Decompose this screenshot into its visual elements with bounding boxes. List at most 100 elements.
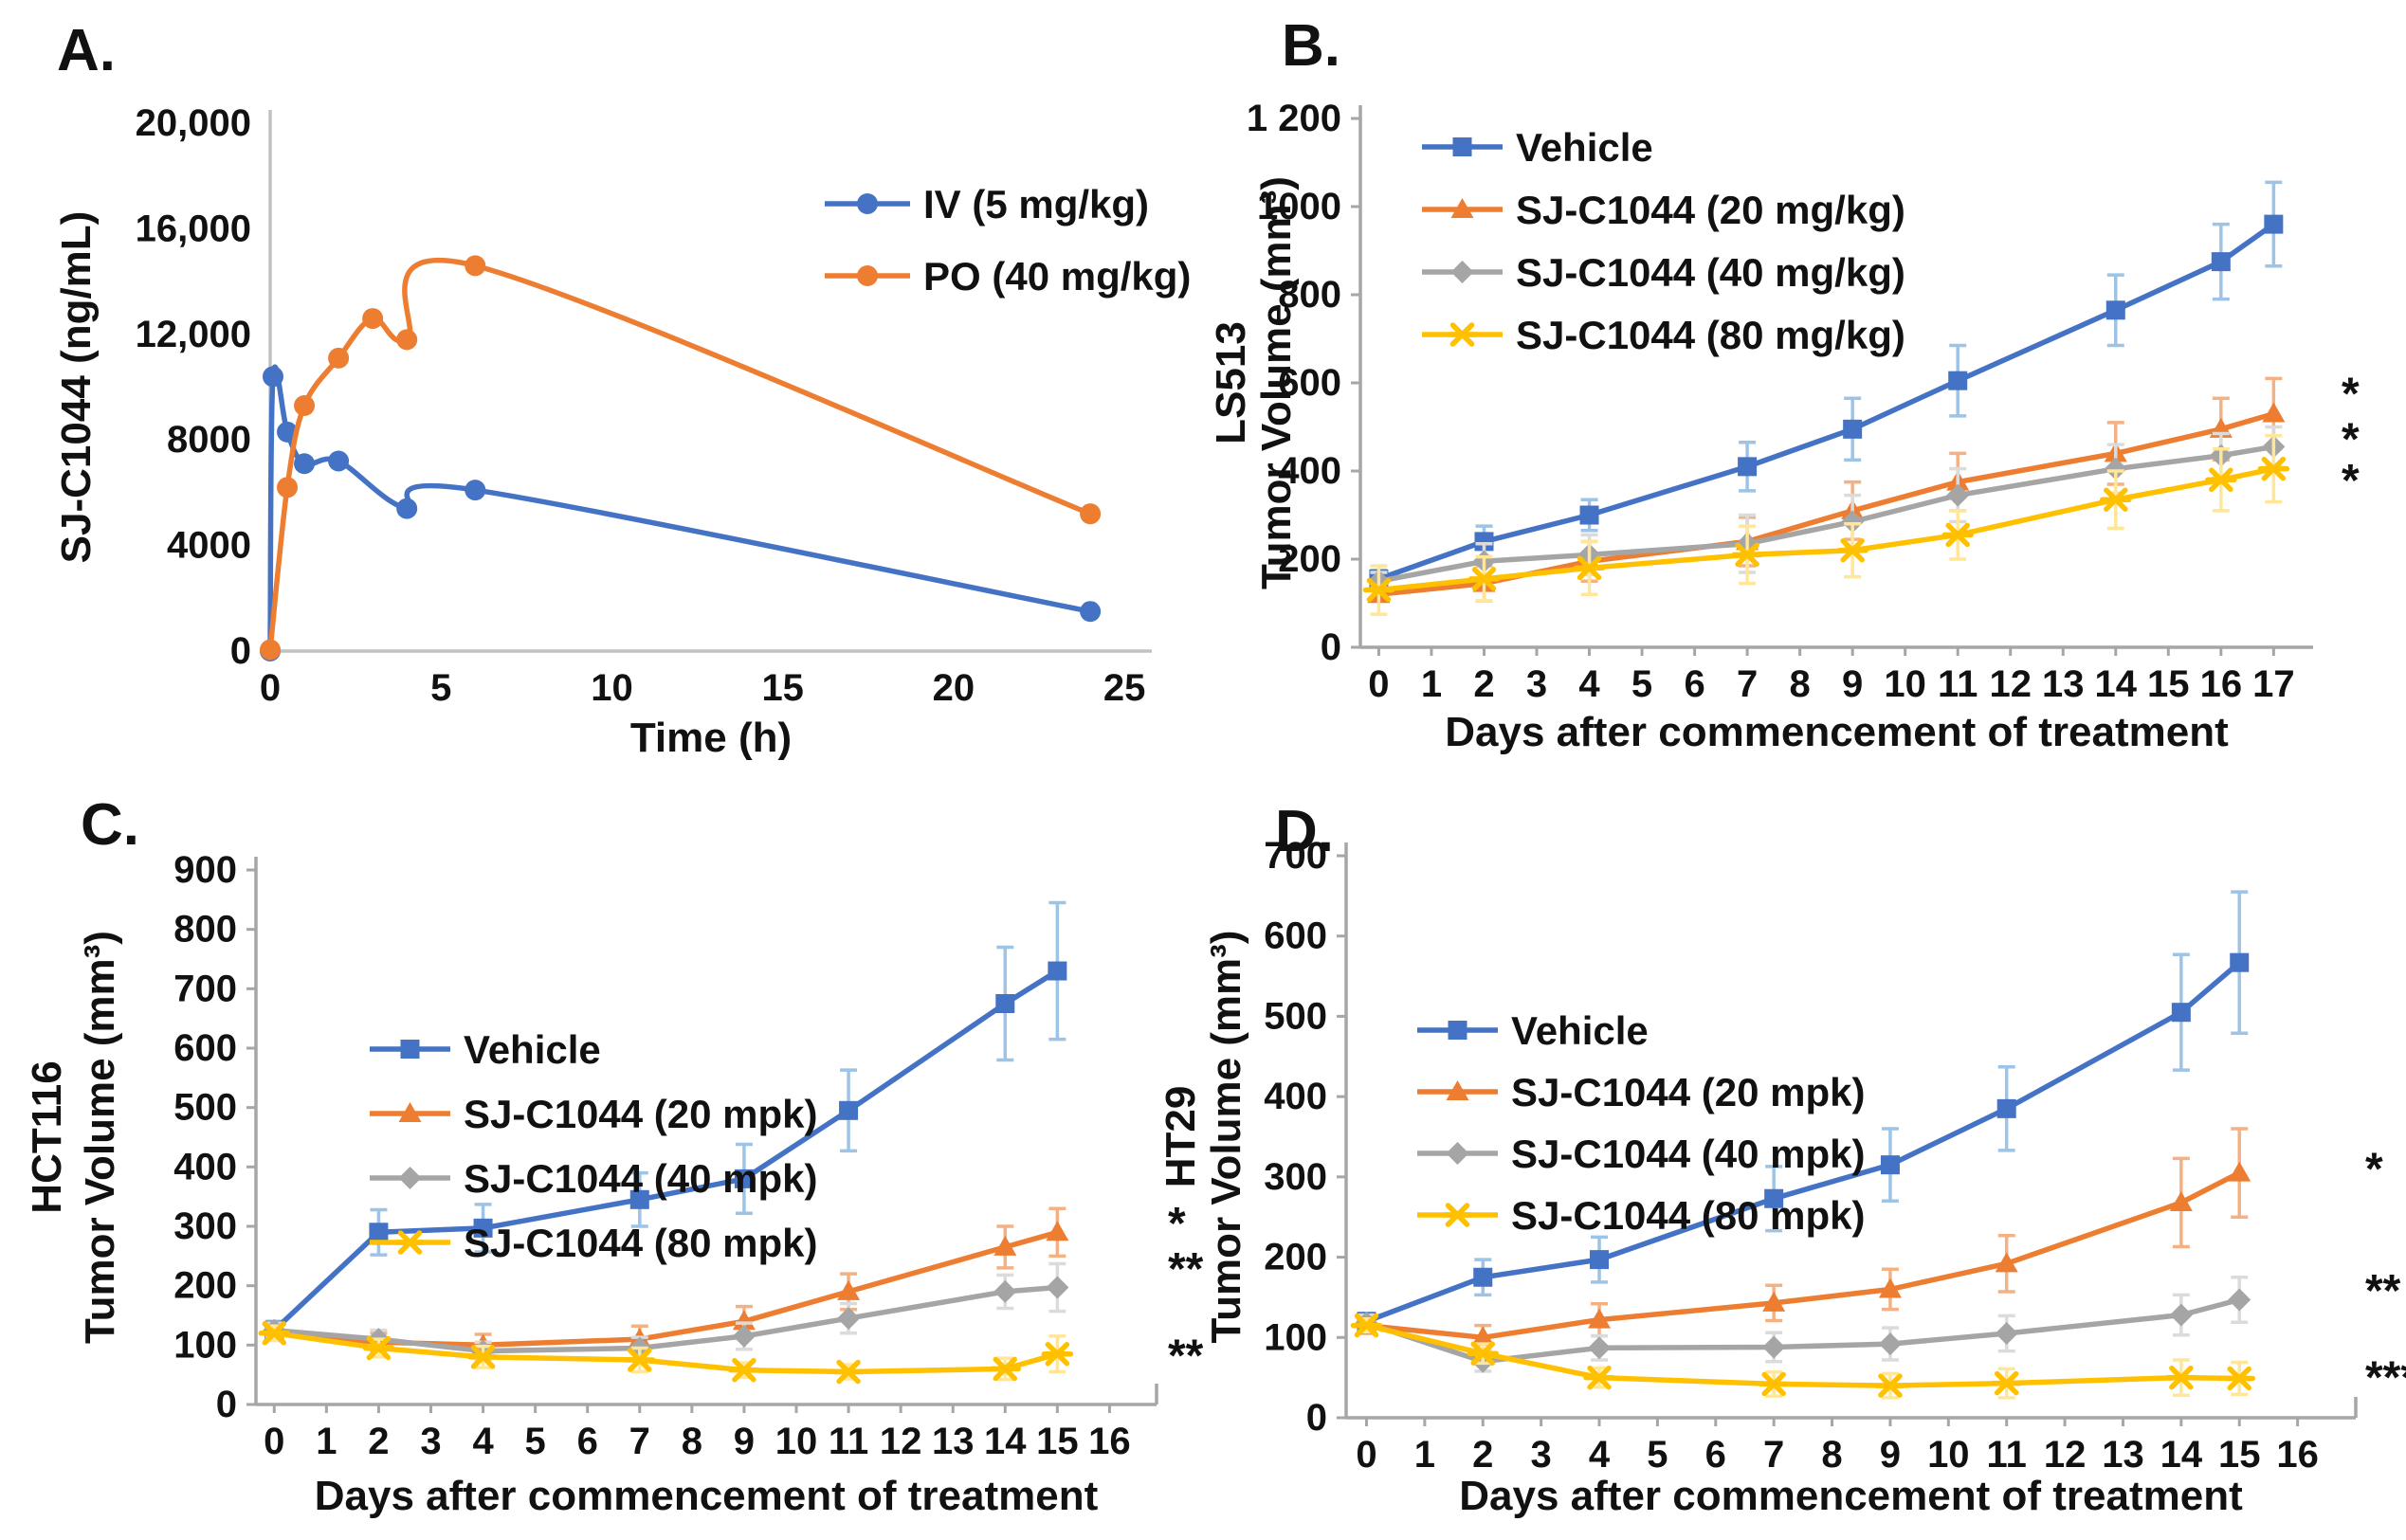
svg-text:1000: 1000 xyxy=(1257,186,1341,227)
y-axis-label: LS513 xyxy=(1208,321,1254,444)
significance-marker: *** xyxy=(2365,1353,2406,1404)
svg-text:14: 14 xyxy=(2095,663,2138,705)
series-line xyxy=(1376,444,2277,585)
series-markers xyxy=(1367,402,2286,604)
legend-item: SJ-C1044 (80 mpk) xyxy=(1417,1193,1866,1238)
axis-labels: Days after commencement of treatment HCT1… xyxy=(24,931,1099,1519)
svg-text:5: 5 xyxy=(1631,663,1652,705)
svg-text:200: 200 xyxy=(173,1265,237,1307)
legend: Vehicle SJ-C1044 (20 mpk) SJ-C1044 (40 mpk… xyxy=(1417,1008,1866,1238)
svg-text:400: 400 xyxy=(1278,450,1341,492)
svg-text:3: 3 xyxy=(420,1421,441,1462)
chart-panel-b-ls513-tumor-volume: 0 1 2 3 4 5 6 7 8 9 10 11 12 13 14 15 16 1702004006008001… xyxy=(1208,98,2360,755)
svg-text:300: 300 xyxy=(1264,1156,1327,1198)
legend-label: SJ-C1044 (40 mpk) xyxy=(464,1156,818,1201)
series-SJ-C1044 (80 mpk) xyxy=(1350,1313,2255,1400)
svg-text:8: 8 xyxy=(1821,1434,1842,1476)
x-axis-label: Days after commencement of treatment xyxy=(315,1473,1099,1519)
legend-label: Vehicle xyxy=(1516,125,1653,170)
svg-text:1: 1 xyxy=(1421,663,1442,705)
legend-label: SJ-C1044 (40 mg/kg) xyxy=(1516,250,1905,295)
legend-item: SJ-C1044 (40 mg/kg) xyxy=(1422,250,1905,295)
panel-b: B. 0 1 2 3 4 5 6 7 8 9 10 11 12 13 14 15 16 17 0 200 400 600 8… xyxy=(1208,14,2403,777)
svg-text:100: 100 xyxy=(1264,1316,1327,1358)
svg-text:15: 15 xyxy=(2147,663,2190,705)
svg-text:2: 2 xyxy=(368,1421,389,1462)
axes xyxy=(1344,842,2358,1420)
svg-text:4: 4 xyxy=(1589,1434,1611,1476)
series-Vehicle xyxy=(1357,890,2250,1332)
svg-text:900: 900 xyxy=(173,849,237,891)
svg-text:100: 100 xyxy=(173,1324,237,1366)
svg-text:200: 200 xyxy=(1278,538,1341,580)
series-PO (40 mg/kg) xyxy=(260,255,1102,661)
svg-text:6: 6 xyxy=(1705,1434,1726,1476)
error-bars xyxy=(265,900,1066,1341)
svg-text:20,000: 20,000 xyxy=(136,102,251,144)
svg-text:400: 400 xyxy=(173,1146,237,1187)
svg-text:3: 3 xyxy=(1531,1434,1552,1476)
svg-text:16: 16 xyxy=(1088,1421,1131,1462)
error-bars xyxy=(1370,376,2283,603)
series-line xyxy=(1363,1169,2242,1341)
series-markers xyxy=(1350,1313,2255,1398)
svg-text:13: 13 xyxy=(2042,663,2085,705)
series-SJ-C1044 (80 mpk) xyxy=(258,1321,1074,1385)
legend: IV (5 mg/kg) PO (40 mg/kg) xyxy=(825,182,1191,299)
svg-text:25: 25 xyxy=(1103,667,1146,709)
series-markers xyxy=(1362,456,2290,603)
svg-text:16: 16 xyxy=(2276,1434,2319,1476)
svg-text:0: 0 xyxy=(230,630,251,672)
y-axis-label: HT29 xyxy=(1157,1086,1204,1188)
svg-text:0: 0 xyxy=(1321,626,1341,668)
significance-marker: ** xyxy=(1168,1244,1204,1295)
svg-text:1: 1 xyxy=(1414,1434,1435,1476)
svg-text:700: 700 xyxy=(1264,835,1327,877)
svg-text:0: 0 xyxy=(260,667,281,709)
legend-item: IV (5 mg/kg) xyxy=(825,182,1149,226)
legend: Vehicle SJ-C1044 (20 mg/kg) SJ-C1044 (40 m… xyxy=(1422,125,1905,357)
series-Vehicle xyxy=(264,900,1067,1341)
legend-item: Vehicle xyxy=(1417,1008,1649,1053)
svg-text:500: 500 xyxy=(173,1087,237,1129)
series-line xyxy=(1363,959,2242,1325)
y-axis-label: SJ-C1044 (ng/mL) xyxy=(53,211,100,564)
significance-marker: * xyxy=(1168,1199,1186,1249)
svg-text:13: 13 xyxy=(932,1421,975,1462)
legend-label: SJ-C1044 (20 mg/kg) xyxy=(1516,188,1905,232)
legend: Vehicle SJ-C1044 (20 mpk) SJ-C1044 (40 mpk… xyxy=(370,1027,818,1265)
axis-labels: Days after commencement of treatment HT29… xyxy=(1157,931,2243,1519)
panel-a: A. 0 5 10 15 20 25 0 4000 8000 12,000 16,000 20,000… xyxy=(28,14,1194,772)
svg-text:12,000: 12,000 xyxy=(136,314,251,355)
svg-text:600: 600 xyxy=(1264,915,1327,957)
svg-text:0: 0 xyxy=(1356,1434,1376,1476)
legend-label: IV (5 mg/kg) xyxy=(923,182,1149,226)
y-axis-label: Tumor Volume (mm³) xyxy=(1203,931,1249,1344)
svg-text:0: 0 xyxy=(216,1384,237,1425)
svg-text:4: 4 xyxy=(472,1421,494,1462)
chart-panel-d-ht29-tumor-volume: 0 1 2 3 4 5 6 7 8 9 10 11 12 13 14 15 160100200300400500… xyxy=(1157,835,2406,1519)
legend-item: SJ-C1044 (20 mpk) xyxy=(370,1092,818,1136)
series-SJ-C1044 (20 mg/kg) xyxy=(1367,376,2286,604)
svg-text:10: 10 xyxy=(1927,1434,1969,1476)
series-markers xyxy=(260,255,1102,661)
svg-text:8: 8 xyxy=(682,1421,702,1462)
panel-d: D. 0 1 2 3 4 5 6 7 8 9 10 11 12 13 14 15 16 0 100 200 300 400… xyxy=(1157,782,2406,1540)
svg-text:0: 0 xyxy=(1368,663,1389,705)
legend-item: Vehicle xyxy=(1422,125,1653,170)
svg-text:16,000: 16,000 xyxy=(136,208,251,249)
x-axis-label: Time (h) xyxy=(630,715,792,761)
error-bars xyxy=(1370,425,2283,592)
legend-item: SJ-C1044 (20 mpk) xyxy=(1417,1070,1866,1114)
svg-text:3: 3 xyxy=(1526,663,1547,705)
panel-d-letter: D. xyxy=(1275,799,1334,864)
svg-text:11: 11 xyxy=(1987,1434,2027,1476)
svg-text:5: 5 xyxy=(525,1421,546,1462)
svg-text:8: 8 xyxy=(1790,663,1811,705)
legend-label: Vehicle xyxy=(1511,1008,1649,1053)
series-line xyxy=(267,364,1093,654)
legend-label: Vehicle xyxy=(464,1027,601,1072)
legend-label: SJ-C1044 (80 mpk) xyxy=(1511,1193,1866,1238)
legend-item: SJ-C1044 (80 mpk) xyxy=(370,1221,818,1265)
